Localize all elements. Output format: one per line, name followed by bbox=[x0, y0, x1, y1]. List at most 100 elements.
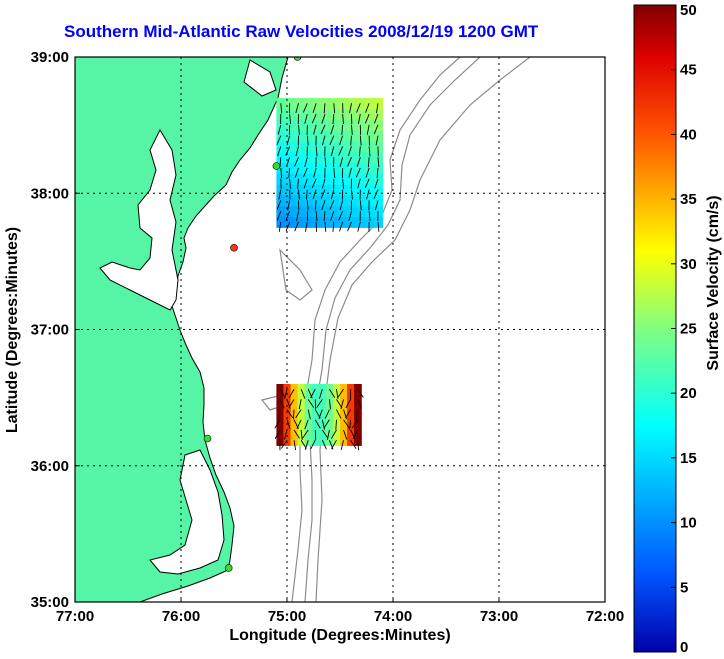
velocity-arrow bbox=[321, 113, 326, 124]
station-marker bbox=[293, 57, 302, 61]
velocity-arrow bbox=[302, 167, 308, 178]
velocity-arrow bbox=[294, 221, 299, 232]
x-tick-label: 74:00 bbox=[374, 608, 412, 625]
velocity-arrow bbox=[304, 113, 308, 124]
velocity-arrow bbox=[285, 146, 291, 156]
velocity-arrow bbox=[376, 167, 379, 178]
velocity-arrow bbox=[321, 200, 326, 210]
x-axis-ticks: 77:00 76:00 75:00 74:00 73:00 72:00 bbox=[56, 597, 624, 625]
velocity-arrow bbox=[293, 440, 297, 451]
velocity-arrow bbox=[347, 146, 352, 157]
velocity-arrow bbox=[359, 200, 362, 211]
velocity-arrow bbox=[284, 389, 288, 399]
colorbar-tick-label: 20 bbox=[680, 385, 697, 402]
velocity-arrow bbox=[310, 439, 316, 450]
x-axis-label: Longitude (Degrees:Minutes) bbox=[229, 627, 450, 644]
velocity-arrow bbox=[274, 429, 281, 439]
colorbar-ticks: 0 5 10 15 20 25 30 35 40 45 50 bbox=[671, 2, 697, 656]
velocity-arrow bbox=[321, 135, 326, 146]
y-tick-label: 35:00 bbox=[31, 594, 69, 611]
velocity-region-north bbox=[276, 97, 383, 228]
velocity-arrow bbox=[349, 103, 352, 114]
velocity-arrow bbox=[355, 409, 359, 420]
velocity-arrow bbox=[297, 178, 299, 189]
velocity-arrow bbox=[347, 221, 352, 232]
velocity-arrow bbox=[287, 200, 291, 211]
velocity-region-south bbox=[276, 384, 362, 446]
velocity-arrow bbox=[359, 146, 361, 157]
velocity-arrow bbox=[342, 178, 345, 189]
colorbar-tick-label: 5 bbox=[680, 579, 688, 596]
velocity-arrow bbox=[366, 189, 370, 200]
velocity-arrow bbox=[328, 399, 331, 410]
velocity-arrow bbox=[364, 113, 370, 124]
y-tick-label: 37:00 bbox=[31, 322, 69, 339]
y-axis-label: Latitude (Degrees:Minutes) bbox=[4, 227, 21, 433]
colorbar-tick-label: 35 bbox=[680, 191, 697, 208]
colorbar-tick-label: 30 bbox=[680, 256, 697, 273]
velocity-arrow bbox=[289, 114, 292, 125]
y-tick-label: 36:00 bbox=[31, 458, 69, 475]
velocity-arrow bbox=[306, 135, 309, 146]
velocity-arrow bbox=[331, 439, 337, 450]
velocity-arrow bbox=[375, 103, 379, 114]
velocity-arrow bbox=[305, 189, 308, 200]
velocity-arrow bbox=[274, 419, 281, 429]
velocity-arrow bbox=[352, 429, 359, 440]
velocity-arrow bbox=[307, 399, 315, 408]
velocity-arrow bbox=[333, 167, 336, 178]
velocity-arrow bbox=[350, 135, 352, 146]
velocity-arrow bbox=[366, 124, 370, 135]
velocity-arrow bbox=[303, 178, 308, 189]
velocity-arrow bbox=[318, 409, 323, 420]
velocity-arrow bbox=[295, 409, 302, 419]
velocity-arrow bbox=[324, 157, 327, 168]
velocity-arrow bbox=[347, 157, 352, 167]
velocity-arrow bbox=[338, 210, 344, 221]
velocity-arrow bbox=[300, 429, 303, 440]
x-tick-label: 76:00 bbox=[162, 608, 200, 625]
velocity-arrow bbox=[330, 189, 335, 200]
velocity-arrow bbox=[329, 388, 336, 398]
velocity-arrow bbox=[298, 399, 302, 410]
velocity-arrow bbox=[330, 429, 337, 439]
velocity-arrow bbox=[288, 167, 291, 178]
velocity-arrow bbox=[345, 399, 351, 409]
velocity-arrow bbox=[373, 113, 379, 124]
velocity-arrow bbox=[368, 211, 371, 222]
velocity-arrow bbox=[374, 178, 379, 189]
velocity-arrow bbox=[296, 211, 299, 222]
velocity-arrow bbox=[277, 146, 282, 157]
velocity-arrow bbox=[373, 124, 379, 135]
velocity-arrow bbox=[330, 124, 335, 135]
chart-title: Southern Mid-Atlantic Raw Velocities 200… bbox=[64, 22, 539, 41]
velocity-arrow bbox=[357, 440, 360, 451]
velocity-arrow bbox=[285, 210, 291, 221]
velocity-arrow bbox=[302, 103, 308, 113]
velocity-arrow bbox=[335, 419, 337, 430]
velocity-arrow bbox=[336, 409, 342, 419]
delaware-bay bbox=[243, 59, 277, 97]
velocity-arrow bbox=[350, 439, 357, 449]
velocity-arrow bbox=[375, 135, 379, 146]
station-marker bbox=[230, 243, 238, 252]
velocity-arrow bbox=[315, 211, 318, 222]
velocity-arrow bbox=[340, 399, 344, 410]
velocity-arrow bbox=[324, 409, 330, 419]
velocity-arrow bbox=[357, 388, 364, 398]
velocity-arrow bbox=[286, 409, 294, 419]
velocity-arrow bbox=[327, 429, 330, 440]
velocity-arrow bbox=[302, 429, 309, 439]
velocity-arrow bbox=[367, 157, 370, 168]
velocity-arrow bbox=[321, 429, 329, 439]
velocity-arrow bbox=[279, 388, 286, 398]
x-tick-label: 72:00 bbox=[586, 608, 624, 625]
velocity-arrow bbox=[281, 439, 288, 449]
velocity-arrow bbox=[357, 399, 362, 409]
velocity-arrow bbox=[357, 178, 361, 189]
velocity-arrow bbox=[306, 200, 309, 211]
velocity-arrow bbox=[348, 167, 352, 178]
velocity-arrow bbox=[340, 440, 344, 451]
velocity-arrow bbox=[338, 146, 344, 156]
velocity-arrow bbox=[296, 419, 302, 430]
